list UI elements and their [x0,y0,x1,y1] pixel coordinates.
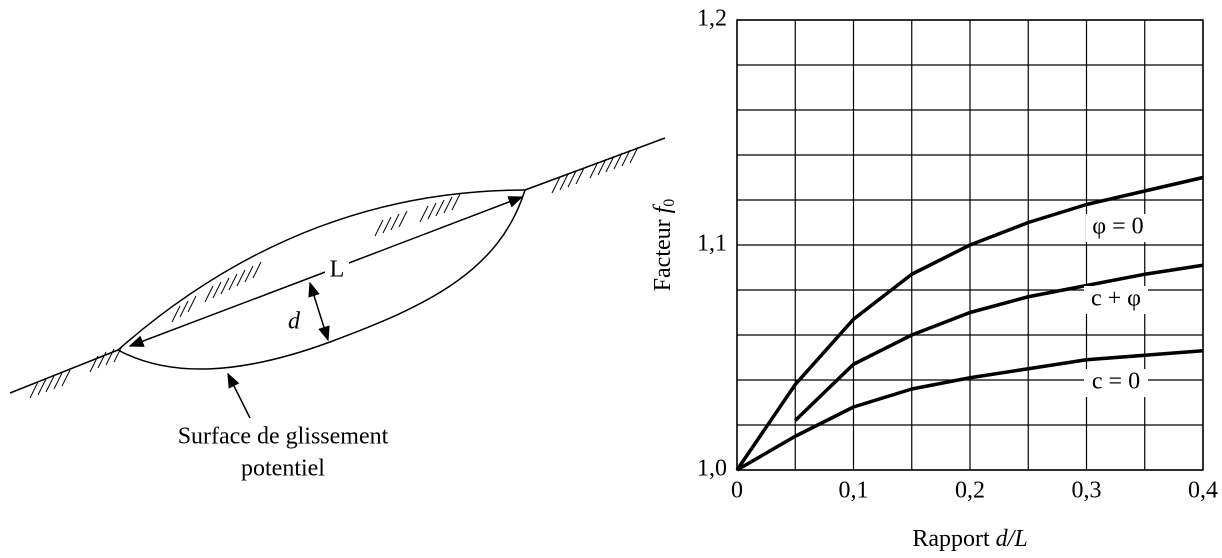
curve-label: c + φ [1091,286,1141,312]
y-axis-label-text: Facteur [650,219,676,291]
surface-arrow [228,374,250,418]
x-axis-label: Rapport d/L [912,526,1027,552]
y-tick-label: 1,0 [697,456,727,482]
surface-label: potentiel [241,456,325,482]
length-label: L [330,257,345,283]
slip-surface [118,190,525,369]
x-tick-label: 0,1 [839,478,869,504]
slope-surface [118,190,525,350]
ground-line [525,138,665,190]
figure: L d Surface de glissement potentiel Fact… [0,0,1222,558]
x-axis-label-text: Rapport [912,526,990,552]
page: L d Surface de glissement potentiel Fact… [0,0,1222,558]
x-tick-label: 0 [731,478,743,504]
x-tick-label: 0,2 [955,478,985,504]
y-tick-label: 1,2 [697,6,727,32]
curve-label: c = 0 [1092,369,1140,395]
x-tick-label: 0,4 [1188,478,1218,504]
depth-arrow [310,283,328,340]
length-arrow [320,197,522,274]
x-tick-label: 0,3 [1072,478,1102,504]
surface-label: Surface de glissement [178,424,389,450]
y-axis-label: Facteur f0 [650,199,678,292]
y-tick-label: 1,1 [697,231,727,257]
curve-label: φ = 0 [1092,214,1143,240]
depth-label: d [288,309,301,335]
x-axis-label-symbol: d/L [996,526,1028,552]
y-axis-label-subscript: 0 [661,199,678,207]
ground-line [10,350,118,393]
